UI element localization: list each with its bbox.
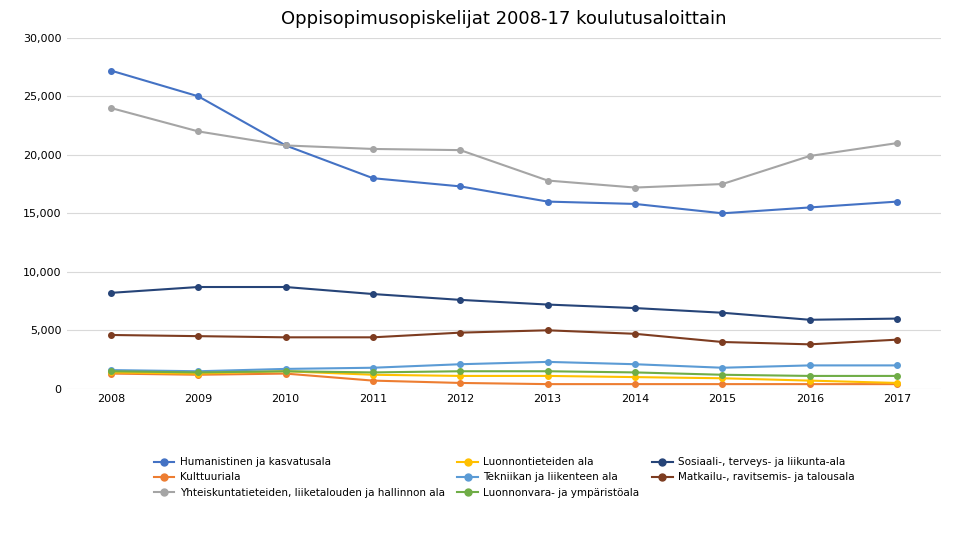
Title: Oppisopimusopiskelijat 2008-17 koulutusaloittain: Oppisopimusopiskelijat 2008-17 koulutusa… [281,10,727,28]
Text: Ammattiosaamisen kehittämisyhdistys AMKE ry  |  www.amke.fi  |  @amke_ry  |  #am: Ammattiosaamisen kehittämisyhdistys AMKE… [19,512,562,523]
Legend: Humanistinen ja kasvatusala, Kulttuuriala, Yhteiskuntatieteiden, liiketalouden j: Humanistinen ja kasvatusala, Kulttuurial… [154,457,854,497]
Text: AMKE: AMKE [833,503,931,532]
